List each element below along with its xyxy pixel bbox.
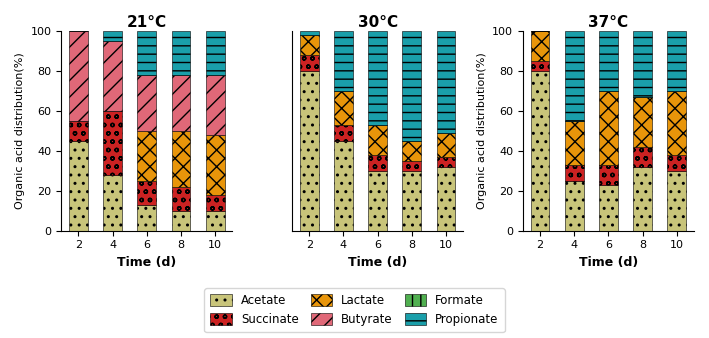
- Bar: [531, 61, 549, 71]
- Bar: [172, 187, 191, 211]
- Bar: [599, 91, 618, 165]
- Bar: [206, 195, 225, 211]
- Bar: [69, 121, 88, 141]
- Bar: [104, 111, 122, 175]
- Bar: [104, 175, 122, 231]
- Bar: [633, 147, 652, 167]
- Bar: [437, 157, 455, 167]
- Bar: [368, 171, 387, 231]
- Bar: [300, 31, 318, 35]
- Bar: [531, 31, 549, 61]
- Bar: [599, 165, 618, 185]
- Title: 30°C: 30°C: [357, 15, 398, 30]
- Bar: [599, 185, 618, 231]
- Bar: [437, 31, 455, 133]
- X-axis label: Time (d): Time (d): [348, 256, 407, 269]
- Bar: [667, 155, 686, 171]
- Bar: [300, 55, 318, 71]
- Bar: [138, 75, 156, 131]
- Bar: [633, 31, 652, 97]
- Bar: [565, 165, 584, 181]
- Bar: [565, 121, 584, 165]
- X-axis label: Time (d): Time (d): [117, 256, 177, 269]
- Bar: [69, 141, 88, 231]
- Bar: [633, 97, 652, 147]
- Title: 37°C: 37°C: [588, 15, 629, 30]
- Y-axis label: Organic acid distribution(%): Organic acid distribution(%): [476, 52, 486, 209]
- Bar: [368, 155, 387, 171]
- Bar: [403, 141, 421, 161]
- Bar: [368, 31, 387, 125]
- Bar: [206, 31, 225, 75]
- Bar: [531, 71, 549, 231]
- Bar: [138, 131, 156, 181]
- Bar: [334, 91, 353, 125]
- Bar: [334, 141, 353, 231]
- Bar: [565, 181, 584, 231]
- Bar: [300, 71, 318, 231]
- Bar: [403, 31, 421, 141]
- Bar: [334, 125, 353, 141]
- Bar: [437, 167, 455, 231]
- Bar: [437, 133, 455, 157]
- Bar: [368, 125, 387, 155]
- Y-axis label: Organic acid distribution(%): Organic acid distribution(%): [15, 52, 25, 209]
- Bar: [138, 31, 156, 75]
- Bar: [172, 131, 191, 187]
- Bar: [667, 171, 686, 231]
- Bar: [403, 161, 421, 171]
- Bar: [300, 35, 318, 55]
- Bar: [565, 31, 584, 121]
- Title: 21°C: 21°C: [127, 15, 167, 30]
- Bar: [69, 31, 88, 121]
- Legend: Acetate, Succinate, Lactate, Butyrate, Formate, Propionate: Acetate, Succinate, Lactate, Butyrate, F…: [204, 288, 505, 332]
- Bar: [138, 181, 156, 205]
- Bar: [667, 31, 686, 91]
- Bar: [403, 171, 421, 231]
- Bar: [334, 31, 353, 91]
- Bar: [206, 135, 225, 195]
- Bar: [172, 211, 191, 231]
- Bar: [206, 211, 225, 231]
- Bar: [138, 205, 156, 231]
- Bar: [172, 31, 191, 75]
- Bar: [599, 31, 618, 91]
- Bar: [633, 167, 652, 231]
- X-axis label: Time (d): Time (d): [579, 256, 638, 269]
- Bar: [206, 75, 225, 135]
- Bar: [667, 91, 686, 155]
- Bar: [172, 75, 191, 131]
- Bar: [104, 41, 122, 111]
- Bar: [104, 31, 122, 41]
